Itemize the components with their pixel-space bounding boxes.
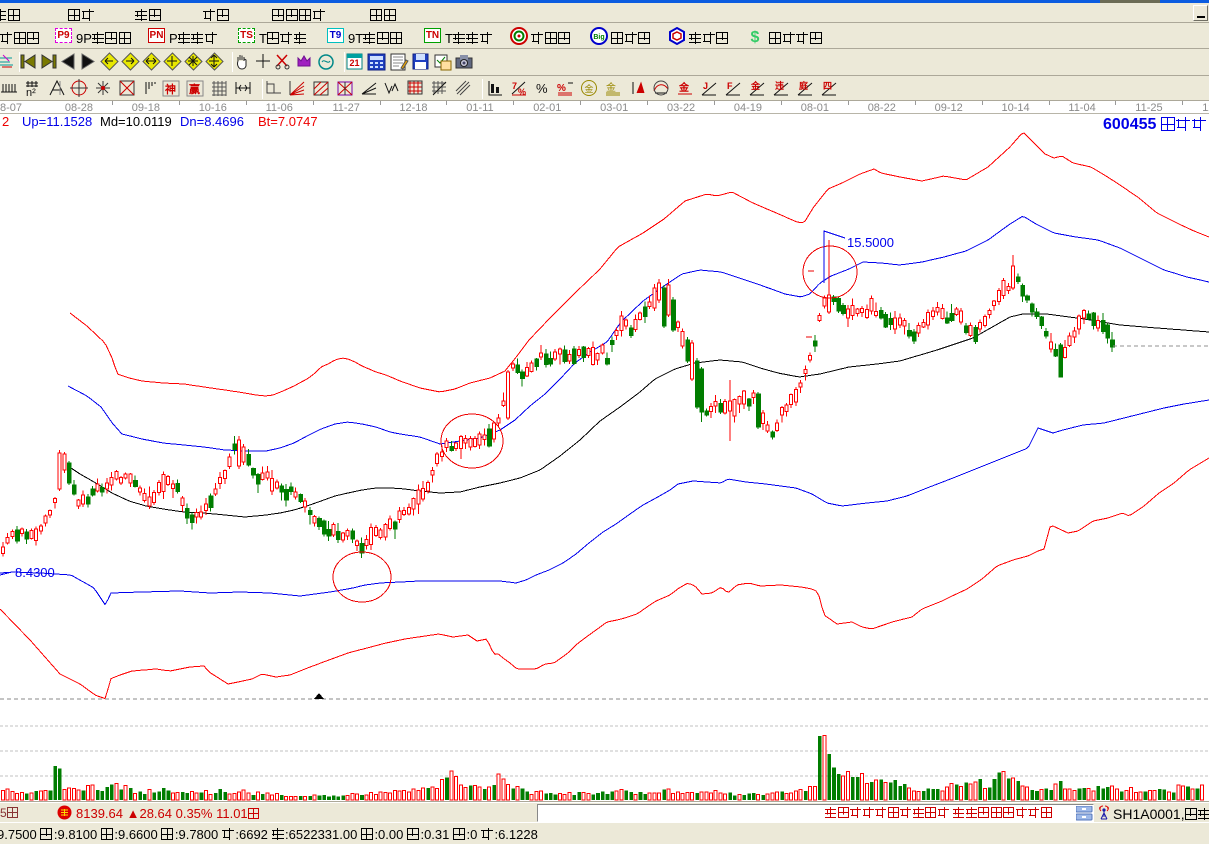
svg-text:%: % bbox=[518, 87, 526, 97]
svg-text:7: 7 bbox=[512, 81, 517, 91]
svg-text:15.5000: 15.5000 bbox=[847, 235, 894, 250]
svg-text:%: % bbox=[536, 81, 548, 96]
svg-text:Bt=7.0747: Bt=7.0747 bbox=[258, 114, 318, 129]
svg-text:J: J bbox=[703, 81, 708, 91]
svg-text:神: 神 bbox=[165, 82, 176, 96]
svg-text:四: 四 bbox=[823, 81, 832, 91]
svg-text:金: 金 bbox=[750, 80, 761, 91]
svg-text:Md=10.0119: Md=10.0119 bbox=[100, 114, 172, 129]
svg-text:金: 金 bbox=[606, 81, 616, 94]
svg-text:%: % bbox=[557, 83, 566, 94]
svg-text:违: 违 bbox=[775, 80, 784, 91]
svg-text:n²: n² bbox=[26, 87, 36, 98]
svg-text:2: 2 bbox=[2, 114, 9, 129]
svg-text:金: 金 bbox=[585, 83, 594, 94]
svg-text:8.4300: 8.4300 bbox=[15, 565, 55, 580]
svg-text:F: F bbox=[727, 81, 733, 91]
svg-text:Up=11.1528: Up=11.1528 bbox=[22, 114, 92, 129]
svg-text:$: $ bbox=[751, 29, 760, 45]
svg-text:赢: 赢 bbox=[189, 82, 200, 96]
svg-text:Dn=8.4696: Dn=8.4696 bbox=[180, 114, 244, 129]
svg-text:庭: 庭 bbox=[799, 80, 809, 91]
svg-text:金: 金 bbox=[678, 81, 690, 94]
svg-text:21: 21 bbox=[349, 58, 359, 68]
svg-text:Big: Big bbox=[593, 34, 604, 41]
